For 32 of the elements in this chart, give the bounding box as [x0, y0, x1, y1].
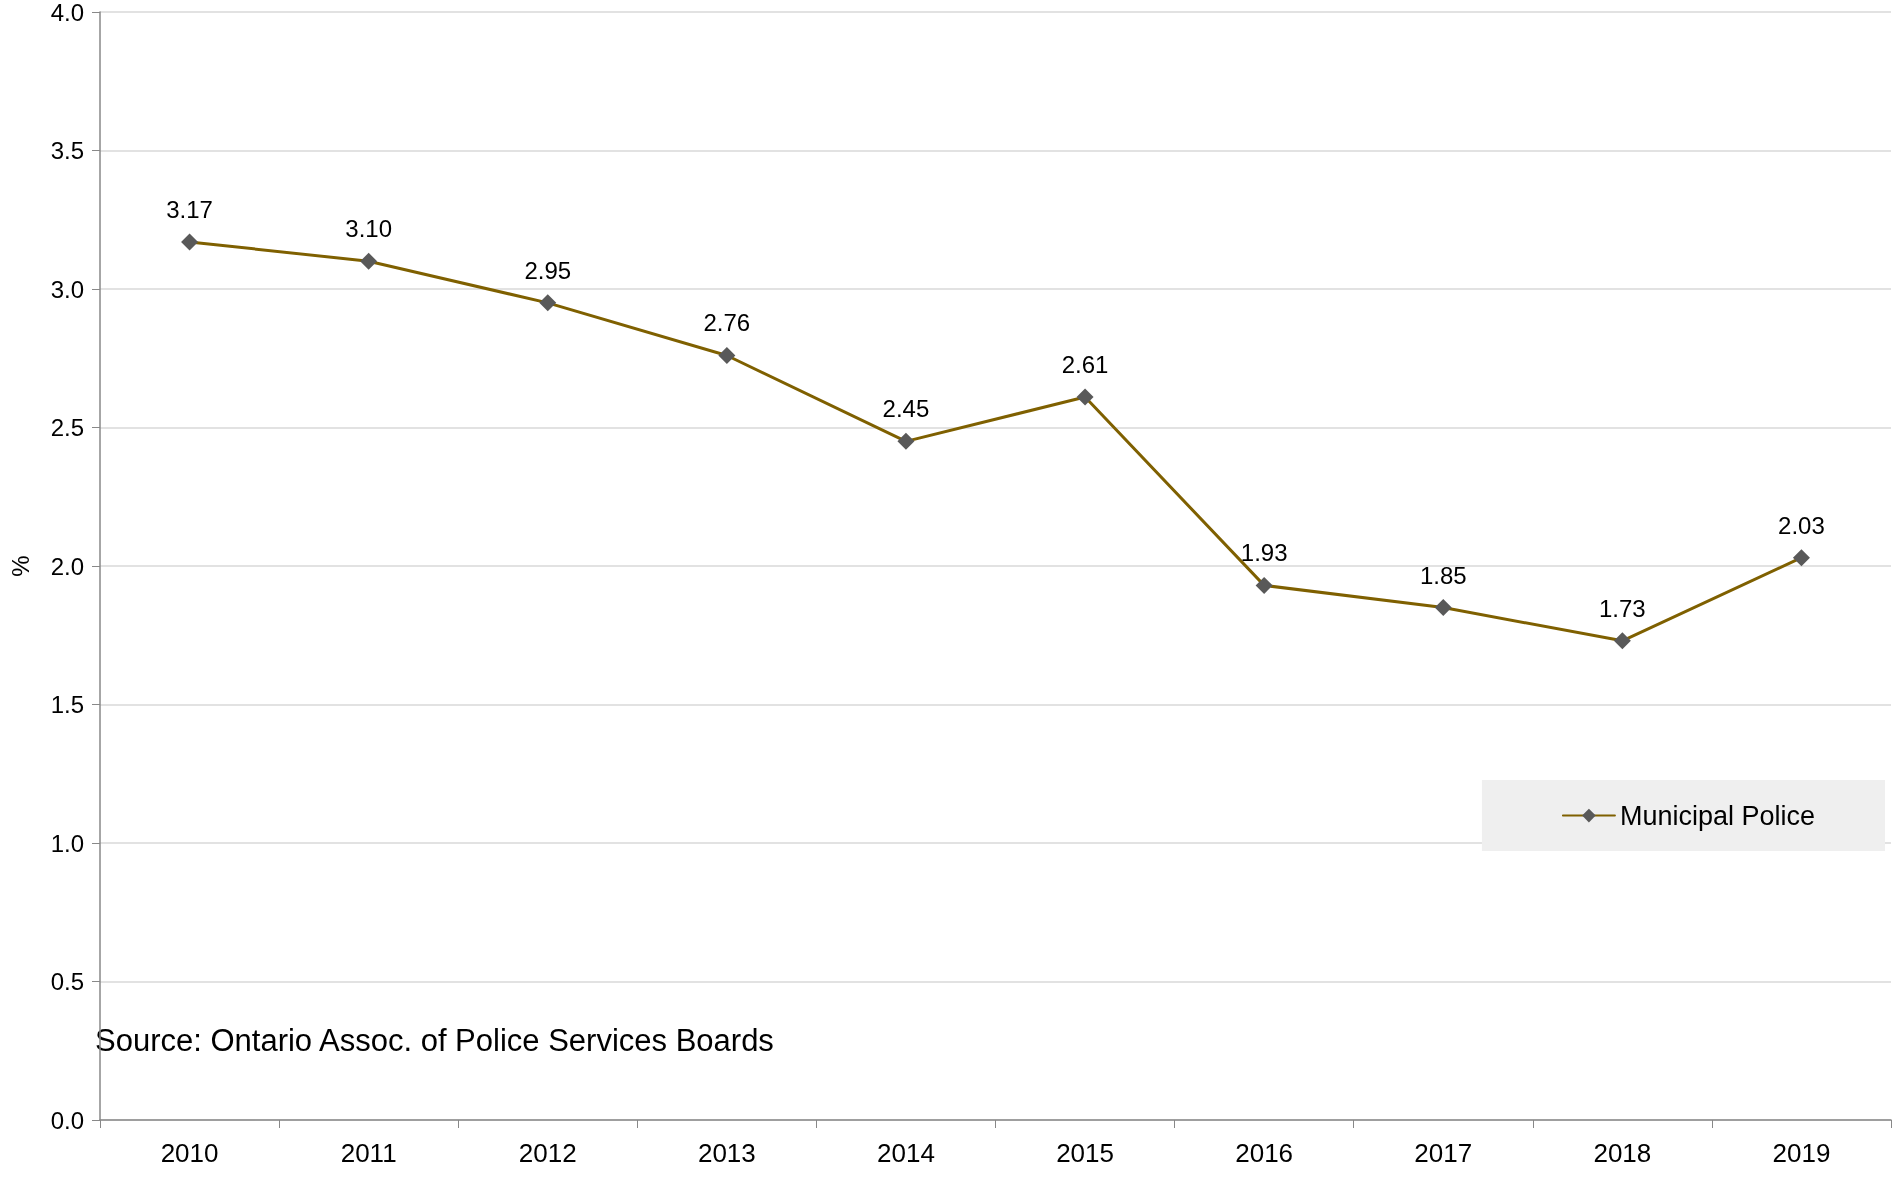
y-tick-label: 4.0 — [50, 0, 84, 26]
x-tick-label: 2015 — [1056, 1138, 1114, 1168]
legend-label: Municipal Police — [1619, 800, 1815, 831]
y-tick-label: 3.5 — [50, 137, 84, 164]
y-tick-label: 0.0 — [50, 1106, 84, 1134]
x-tick-label: 2018 — [1593, 1138, 1652, 1168]
data-label: 1.85 — [1419, 561, 1467, 589]
annotation: Source: Ontario Assoc. of Police Services Boards — [95, 1023, 774, 1058]
data-label: 1.73 — [1598, 594, 1646, 622]
y-axis-title: % — [6, 555, 34, 577]
x-tick-label: 2016 — [1235, 1138, 1294, 1168]
x-tick-label: 2012 — [518, 1138, 577, 1168]
x-tick-label: 2013 — [697, 1138, 756, 1168]
data-label: 2.76 — [703, 309, 751, 337]
data-label: 3.10 — [345, 215, 393, 243]
data-label: 3.17 — [166, 195, 213, 223]
y-tick-label: 3.0 — [50, 275, 84, 303]
x-tick-label: 2014 — [877, 1138, 935, 1168]
y-tick-label: 1.0 — [50, 829, 84, 857]
y-tick-label: 2.5 — [50, 414, 84, 441]
x-tick-label: 2019 — [1772, 1138, 1831, 1168]
data-label: 2.61 — [1061, 351, 1109, 379]
data-label: 1.93 — [1240, 539, 1288, 567]
y-tick-label: 2.0 — [50, 552, 84, 580]
x-tick-label: 2017 — [1414, 1138, 1473, 1168]
y-tick-label: 1.5 — [50, 691, 84, 718]
data-label: 2.45 — [882, 395, 930, 423]
data-label: 2.03 — [1778, 511, 1825, 539]
x-tick-label: 2011 — [340, 1138, 397, 1168]
data-label: 2.95 — [524, 256, 572, 284]
y-tick-label: 0.5 — [50, 968, 84, 995]
x-tick-label: 2010 — [160, 1138, 219, 1168]
